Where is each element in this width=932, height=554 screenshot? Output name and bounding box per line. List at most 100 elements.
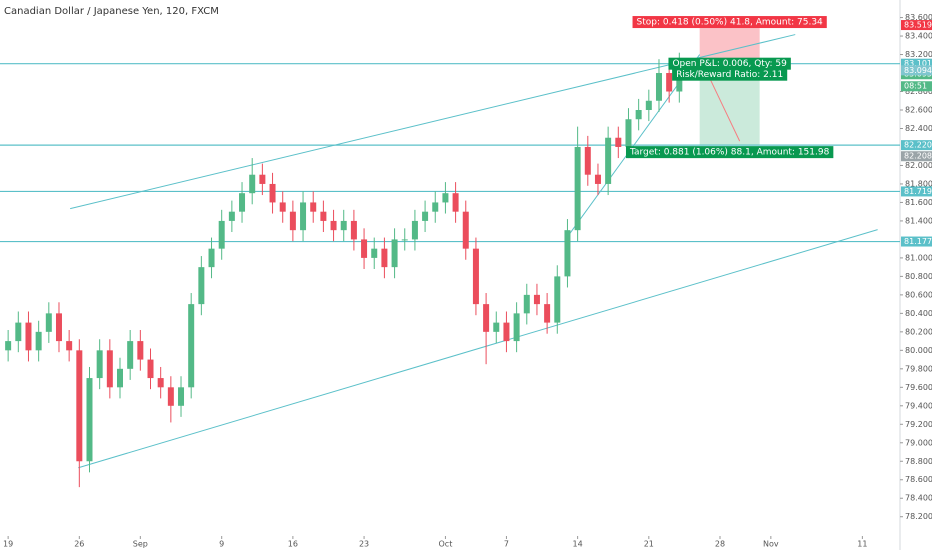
price-badge — [901, 58, 932, 69]
y-tick-label: 83.400 — [905, 32, 932, 41]
candle-body — [401, 239, 408, 241]
price-badge-label: 83.101 — [904, 59, 932, 68]
x-tick-label: 21 — [644, 540, 654, 549]
candle-body — [503, 322, 510, 342]
candle-body — [137, 341, 144, 360]
price-badge — [901, 236, 932, 247]
candle-body — [655, 73, 662, 101]
x-tick-label: 19 — [3, 540, 13, 549]
candle-body — [76, 350, 83, 462]
candle-body — [269, 183, 276, 203]
x-tick-label: Sep — [133, 540, 148, 549]
y-tick-label: 79.000 — [905, 438, 932, 447]
candle-body — [96, 350, 103, 379]
candle-body — [310, 202, 317, 212]
candle-body — [198, 267, 205, 305]
target-label: Target: 0.881 (1.06%) 88.1, Amount: 151.… — [629, 148, 830, 158]
y-tick-label: 82.400 — [905, 124, 932, 133]
chart-title: Canadian Dollar / Japanese Yen, 120, FXC… — [4, 6, 219, 17]
candle-body — [442, 193, 449, 203]
y-tick-label: 78.800 — [905, 457, 932, 466]
candle-body — [381, 248, 388, 268]
candle-body — [432, 202, 439, 212]
candle-body — [218, 220, 225, 249]
price-badge-label: 82.220 — [904, 141, 932, 150]
candle-body — [452, 193, 459, 212]
candle-body — [411, 220, 418, 240]
candle-body — [15, 322, 22, 342]
candle-body — [483, 304, 490, 332]
stop-label-bg — [632, 16, 827, 29]
price-badge — [901, 186, 932, 197]
candle-body — [462, 211, 469, 249]
candle-body — [574, 146, 581, 231]
candle-body — [594, 174, 601, 184]
y-tick-label: 80.800 — [905, 272, 932, 281]
y-tick-label: 79.400 — [905, 401, 932, 410]
y-tick-label: 81.000 — [905, 253, 932, 262]
x-tick-label: 9 — [219, 540, 224, 549]
candle-body — [625, 119, 632, 147]
x-tick-label: 16 — [288, 540, 298, 549]
candle-body — [228, 211, 235, 221]
candle-body — [320, 211, 327, 221]
candle-body — [127, 341, 134, 369]
stop-label: Stop: 0.418 (0.50%) 41.8, Amount: 75.34 — [637, 18, 824, 28]
candle-body — [544, 304, 551, 323]
candle-body — [340, 220, 347, 231]
y-tick-label: 78.600 — [905, 475, 932, 484]
x-tick-label: 14 — [573, 540, 583, 549]
y-tick-label: 80.600 — [905, 290, 932, 299]
candle-body — [564, 230, 571, 277]
candle-body — [422, 211, 429, 221]
axis-badge-label: 08:51 — [904, 82, 927, 91]
candle-body — [615, 137, 622, 147]
y-tick-label: 80.200 — [905, 327, 932, 336]
candle-body — [605, 137, 612, 184]
trade-arrow — [705, 69, 741, 142]
candle-body — [35, 331, 42, 351]
y-tick-label: 80.400 — [905, 309, 932, 318]
candle-body — [239, 193, 246, 212]
candle-body — [635, 110, 642, 120]
x-tick-label: Oct — [439, 540, 453, 549]
y-tick-label: 82.800 — [905, 87, 932, 96]
y-tick-label: 81.400 — [905, 216, 932, 225]
rr-label-bg — [672, 68, 788, 81]
candle-body — [645, 100, 652, 110]
candle-body — [45, 313, 52, 332]
x-tick-label: 26 — [74, 540, 84, 549]
target-label-bg — [625, 146, 834, 159]
y-tick-label: 79.800 — [905, 364, 932, 373]
candle-body — [66, 341, 73, 351]
rr-label: Risk/Reward Ratio: 2.11 — [676, 70, 783, 80]
axis-badge — [901, 81, 932, 92]
candle-body — [259, 174, 266, 184]
candle-body — [666, 73, 673, 92]
axis-badge — [901, 20, 932, 31]
candle-body — [117, 368, 123, 388]
candle-body — [249, 174, 256, 194]
x-tick-label: Nov — [763, 540, 779, 549]
candle-body — [86, 378, 93, 462]
price-badge-label: 81.719 — [904, 187, 932, 196]
axis-badge-label: 83.094 — [904, 66, 932, 75]
candle-body — [55, 313, 62, 342]
candle-body — [584, 146, 591, 175]
candle-body — [330, 220, 337, 231]
candle-body — [371, 248, 378, 258]
candle-body — [391, 239, 398, 268]
y-tick-label: 79.600 — [905, 383, 932, 392]
candle-body — [533, 294, 540, 305]
candle-body — [493, 322, 500, 332]
price-badge — [901, 140, 932, 151]
y-tick-label: 82.000 — [905, 161, 932, 170]
x-tick-label: 11 — [857, 540, 867, 549]
candle-body — [513, 313, 520, 342]
axis-badge-label: 83.519 — [904, 21, 932, 30]
trendline — [78, 229, 878, 469]
x-tick-label: 28 — [715, 540, 725, 549]
pnl-label: Open P&L: 0.006, Qty: 59 — [672, 59, 787, 69]
